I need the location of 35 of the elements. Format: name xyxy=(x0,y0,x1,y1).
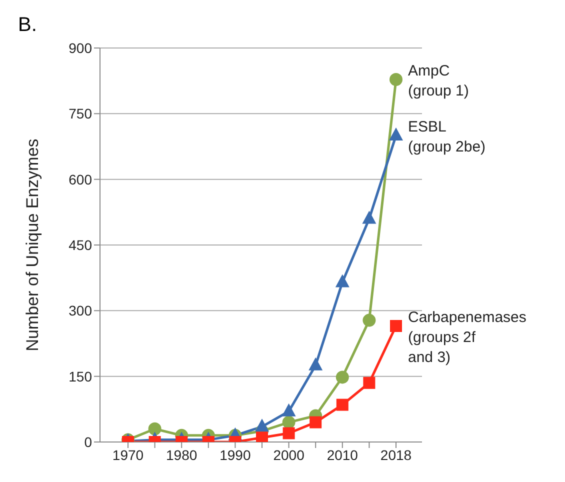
point xyxy=(335,274,350,288)
point xyxy=(336,398,348,411)
point xyxy=(390,73,402,86)
text: B. xyxy=(18,14,37,37)
point xyxy=(282,403,296,416)
point xyxy=(256,432,268,442)
y-tick-label: 150 xyxy=(68,368,92,384)
point xyxy=(389,128,403,141)
point xyxy=(390,320,402,332)
y-tick-label: 300 xyxy=(68,302,92,319)
x-tick-label: 2018 xyxy=(380,446,412,463)
x-tick-label: 1970 xyxy=(112,446,144,463)
y-tick-label: 450 xyxy=(68,236,92,253)
y-axis-title: Number of Unique Enzymes xyxy=(23,138,42,352)
x-tick-label: 2000 xyxy=(273,446,305,463)
point xyxy=(363,376,376,389)
point xyxy=(282,427,295,440)
x-tick-label: 2010 xyxy=(326,446,358,463)
series-label: ESBL (group 2be) xyxy=(408,118,486,156)
point xyxy=(362,210,376,224)
point xyxy=(282,416,296,429)
y-tick-label: 0 xyxy=(84,434,92,450)
series-label: Carbapenemases (groups 2f and 3) xyxy=(408,308,526,366)
point xyxy=(362,314,376,327)
point xyxy=(336,370,349,384)
x-tick-label: 1980 xyxy=(166,446,198,463)
point xyxy=(148,422,162,436)
y-tick-label: 750 xyxy=(68,106,92,122)
point xyxy=(310,416,322,428)
point xyxy=(308,357,323,370)
x-tick-label: 1990 xyxy=(220,446,251,463)
series-label: AmpC (group 1) xyxy=(408,62,469,100)
point xyxy=(255,418,269,432)
y-tick-label: 600 xyxy=(68,171,92,188)
y-tick-label: 900 xyxy=(68,40,92,56)
